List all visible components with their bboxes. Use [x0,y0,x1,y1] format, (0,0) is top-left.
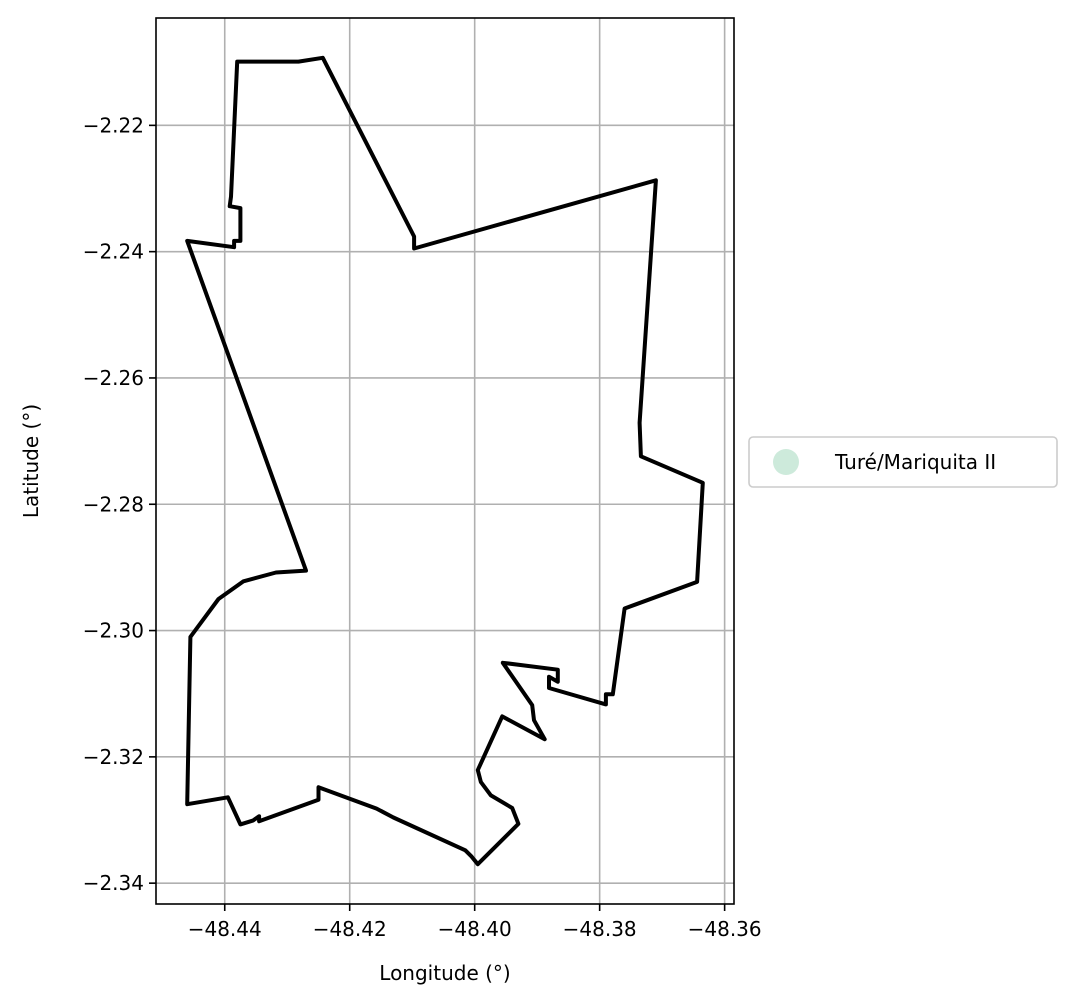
y-tick-label: −2.34 [83,871,144,895]
y-tick-label: −2.22 [83,113,144,137]
y-tick-label: −2.30 [83,619,144,643]
territory-boundary-line [185,55,705,867]
plot-frame [155,17,735,905]
legend-label: Turé/Mariquita II [834,450,996,474]
y-tick-label: −2.28 [83,492,144,516]
y-tick-label: −2.32 [83,745,144,769]
y-axis-ticks: −2.22 −2.24 −2.26 −2.28 −2.30 −2.32 −2.34 [83,113,156,895]
x-tick-label: −48.44 [188,917,262,941]
gridlines [156,18,734,904]
y-tick-label: −2.26 [83,366,144,390]
x-tick-label: −48.38 [563,917,637,941]
x-tick-label: −48.36 [688,917,762,941]
legend-box [748,436,1058,488]
y-tick-label: −2.24 [83,240,144,264]
legend: Turé/Mariquita II [748,436,1058,488]
y-axis-label: Latitude (°) [19,404,43,518]
x-tick-label: −48.42 [313,917,387,941]
legend-marker-circle [773,449,799,475]
x-axis-ticks: −48.44 −48.42 −48.40 −48.38 −48.36 [188,904,762,941]
x-tick-label: −48.40 [438,917,512,941]
x-axis-label: Longitude (°) [379,961,510,985]
